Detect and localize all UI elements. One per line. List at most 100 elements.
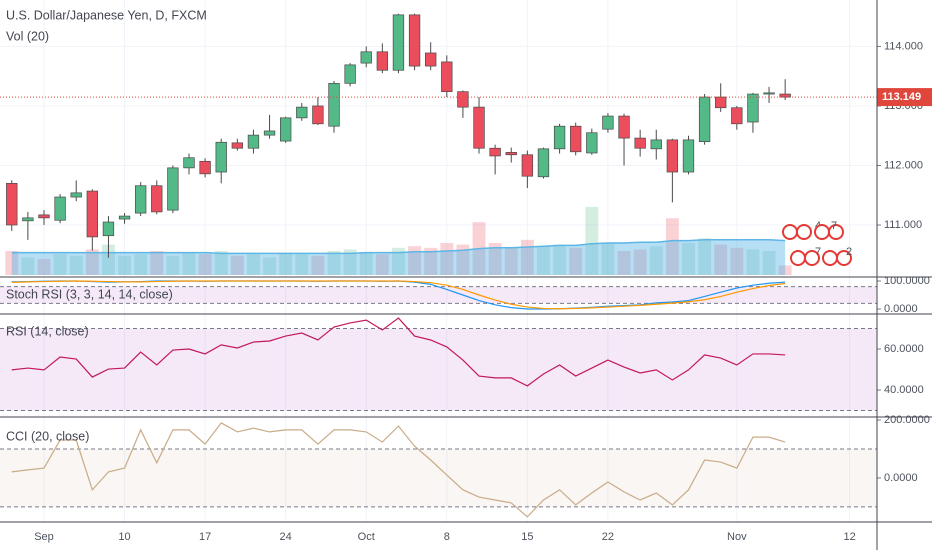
volume-bar (359, 252, 373, 275)
candle-body (779, 93, 791, 98)
candle-body (473, 106, 485, 149)
volume-bar (456, 244, 470, 275)
volume-bar (714, 244, 728, 275)
volume-bar (85, 249, 99, 275)
volume-bar (134, 254, 148, 275)
candle-body (698, 96, 711, 143)
volume-bar (682, 243, 695, 275)
candle-body (586, 132, 598, 154)
event-icon (796, 224, 812, 240)
candle-body (731, 107, 743, 125)
volume-bar (746, 249, 760, 275)
x-tick-label: Sep (34, 531, 54, 543)
candle-body (296, 106, 308, 119)
indicator-line (11, 317, 786, 387)
candle-body (747, 93, 759, 123)
candle-body (38, 214, 50, 219)
volume-bar (520, 239, 534, 275)
event-icon (822, 250, 838, 266)
y-tick-label: 40.0000 (884, 384, 924, 396)
candle-body (682, 139, 695, 173)
volume-bar (504, 247, 518, 275)
x-tick-label: 10 (118, 531, 130, 543)
volume-bar (649, 246, 663, 275)
volume-ma-area (11, 239, 786, 275)
candle-body (134, 185, 147, 214)
volume-bar (279, 252, 293, 275)
candle-body (763, 92, 775, 95)
candle-body (199, 160, 211, 175)
candle-body (408, 14, 421, 67)
band (0, 328, 877, 411)
candle-body (54, 196, 66, 221)
candle-body (489, 147, 501, 157)
pane-title: CCI (20, close) (6, 429, 89, 443)
volume-bar (5, 251, 19, 275)
candle-body (634, 137, 646, 149)
candle-body (102, 221, 115, 237)
volume-bar (37, 259, 51, 275)
y-tick-label: 0.0000 (884, 472, 918, 484)
volume-bar (230, 255, 244, 275)
volume-title: Vol (20) (6, 29, 49, 43)
volume-bar (585, 207, 599, 275)
volume-bar (617, 251, 631, 275)
volume-bar (263, 257, 277, 275)
y-tick-label: 0.0000 (884, 303, 918, 315)
candle-body (666, 139, 679, 173)
candle-body (344, 64, 356, 84)
candle-body (6, 182, 18, 226)
event-icon (782, 224, 798, 240)
pane-title: U.S. Dollar/Japanese Yen, D, FXCM (6, 8, 207, 22)
volume-bar (166, 255, 180, 275)
candle-body (22, 217, 34, 222)
volume-bar (343, 249, 357, 275)
candle-body (392, 14, 405, 71)
volume-bar (53, 254, 67, 275)
volume-bar (569, 247, 583, 275)
y-tick-label: 60.0000 (884, 343, 924, 355)
candle-body (570, 125, 582, 153)
pane-title: Stoch RSI (3, 3, 14, 14, close) (6, 287, 173, 301)
volume-bar (247, 254, 260, 275)
x-tick-label: 8 (444, 531, 450, 543)
volume-bar (698, 238, 712, 275)
candle-body (553, 125, 566, 150)
volume-bar (327, 251, 341, 275)
event-icon (790, 250, 806, 266)
candle-body (360, 51, 372, 64)
x-tick-label: 24 (280, 531, 292, 543)
candle-body (118, 215, 131, 220)
pane-title: RSI (14, close) (6, 324, 89, 338)
indicator-line (11, 422, 786, 518)
y-tick-label: 111.000 (884, 219, 922, 231)
x-tick-label: 12 (843, 531, 855, 543)
candle-body (247, 134, 260, 149)
band (0, 286, 877, 304)
candle-body (505, 152, 517, 156)
volume-bar (295, 254, 309, 275)
event-icon (828, 224, 844, 240)
volume-bar (553, 244, 567, 275)
candle-body (151, 185, 163, 213)
y-tick-label: 100.0000 (884, 275, 930, 287)
volume-ma (11, 239, 786, 255)
event-count: 2 (846, 246, 852, 258)
volume-bar (214, 251, 228, 275)
candle-body (715, 96, 727, 109)
last-price-label: 113.149 (882, 91, 921, 103)
volume-bar (665, 218, 679, 275)
volume-bar (778, 265, 792, 275)
x-tick-label: 17 (199, 531, 211, 543)
candle-body (312, 105, 324, 125)
volume-bar (601, 243, 615, 275)
candle-body (231, 142, 244, 149)
candle-body (650, 139, 662, 150)
volume-bar (633, 249, 647, 275)
volume-bar (150, 251, 164, 275)
candle-body (537, 148, 550, 178)
y-tick-label: 112.000 (884, 159, 923, 171)
volume-bar (21, 257, 35, 275)
volume-bar (537, 246, 550, 275)
